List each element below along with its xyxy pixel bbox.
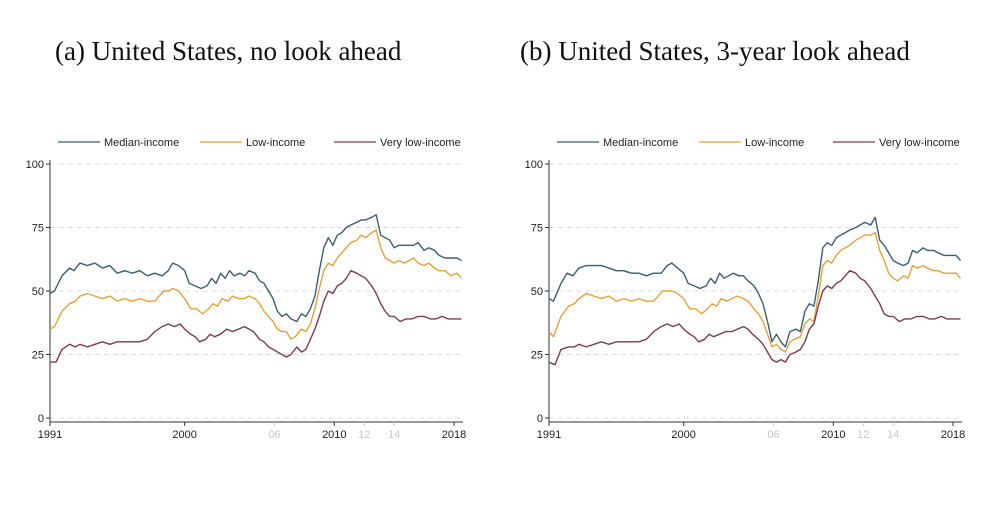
legend-label-0: Median-income: [104, 137, 179, 149]
y-tick-label: 25: [32, 350, 44, 362]
y-tick-label: 100: [26, 159, 44, 171]
series-line-low-income: [548, 231, 962, 353]
x-tick-label: 12: [358, 429, 370, 441]
y-tick-label: 100: [525, 159, 543, 171]
x-tick-label: 14: [887, 429, 899, 441]
y-tick-label: 0: [38, 413, 44, 425]
panel-a-chart: Median-income Low-income Very low-income 0 2…: [26, 137, 467, 441]
panel-b-title: (b) United States, 3-year look ahead: [520, 36, 910, 66]
series-line-very-low-income: [548, 270, 961, 366]
y-tick-label: 75: [32, 223, 44, 235]
x-tick-label: 06: [268, 429, 280, 441]
series-line-median-income: [548, 216, 962, 348]
x-tick-label: 2018: [442, 429, 466, 441]
legend-label-2: Very low-income: [380, 137, 461, 149]
legend-label-2: Very low-income: [879, 137, 960, 149]
x-tick-label: 12: [857, 429, 869, 441]
y-tick-label: 50: [531, 286, 543, 298]
y-tick-label: 75: [531, 223, 543, 235]
series-line-low-income: [49, 229, 463, 340]
x-tick-label: 2018: [941, 429, 965, 441]
y-tick-label: 0: [537, 413, 543, 425]
x-tick-label: 1991: [38, 429, 62, 441]
x-tick-label: 14: [388, 429, 400, 441]
legend-label-0: Median-income: [603, 137, 678, 149]
y-tick-label: 25: [531, 350, 543, 362]
legend-label-1: Low-income: [745, 137, 804, 149]
x-tick-label: 2010: [322, 429, 346, 441]
series-line-median-income: [49, 214, 462, 323]
series-line-very-low-income: [50, 270, 462, 363]
x-tick-label: 06: [767, 429, 779, 441]
y-tick-label: 50: [32, 286, 44, 298]
panel-b-chart: Median-income Low-income Very low-income 0 2…: [525, 137, 966, 441]
legend-label-1: Low-income: [246, 137, 305, 149]
x-tick-label: 2000: [172, 429, 196, 441]
x-tick-label: 1991: [537, 429, 561, 441]
x-tick-label: 2010: [821, 429, 845, 441]
x-tick-label: 2000: [671, 429, 695, 441]
panel-a-title: (a) United States, no look ahead: [55, 36, 402, 66]
